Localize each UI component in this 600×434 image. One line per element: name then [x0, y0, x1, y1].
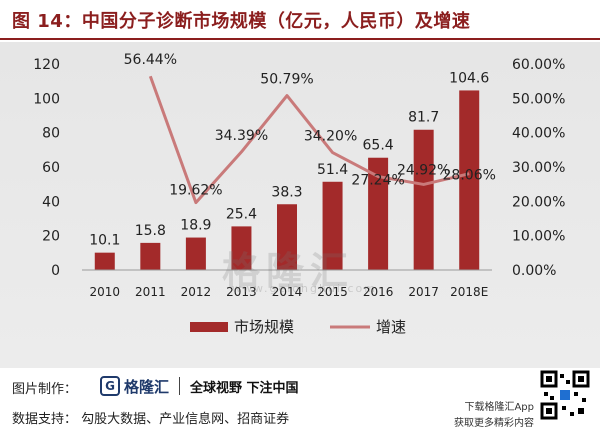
x-tick-label: 2016 — [363, 285, 394, 299]
header: 图 14：中国分子诊断市场规模（亿元，人民币）及增速 — [0, 0, 600, 40]
line-data-label: 34.20% — [304, 129, 357, 145]
growth-rate-line — [148, 75, 470, 205]
y-right-tick-label: 50.00% — [512, 91, 565, 107]
y-right-tick-label: 10.00% — [512, 229, 565, 245]
brand-divider — [179, 377, 181, 395]
app-download-text[interactable]: 下载格隆汇App — [464, 402, 534, 413]
y-left-tick-label: 120 — [33, 57, 60, 73]
bar-data-label: 15.8 — [135, 223, 166, 239]
chart-title: 图 14：中国分子诊断市场规模（亿元，人民币）及增速 — [12, 11, 471, 32]
y-left-tick-label: 0 — [51, 263, 60, 279]
bar-market-size — [413, 129, 434, 270]
legend-label-growth: 增速 — [376, 318, 406, 336]
brand-slogan: 全球视野 下注中国 — [190, 380, 299, 396]
watermark-url: www.gelonghui.com — [232, 282, 377, 295]
bar-market-size — [277, 204, 297, 270]
brand-logo-icon: G — [100, 376, 120, 396]
bar-data-label: 81.7 — [408, 110, 439, 126]
footer: 图片制作： G 格隆汇 全球视野 下注中国 数据支持： 勾股大数据、产业信息网、… — [0, 368, 600, 434]
bar-market-size — [94, 252, 115, 270]
bar-data-label: 25.4 — [226, 206, 257, 222]
x-tick-label: 2010 — [90, 285, 121, 299]
legend-swatch-market-size — [190, 322, 228, 332]
y-left-tick-label: 20 — [42, 229, 60, 245]
line-data-label: 50.79% — [260, 72, 313, 88]
header-divider — [0, 38, 600, 40]
y-right-tick-label: 20.00% — [512, 194, 565, 210]
bar-data-label: 38.3 — [271, 184, 302, 200]
bar-data-label: 104.6 — [449, 70, 489, 86]
data-source-text: 勾股大数据、产业信息网、招商证券 — [81, 412, 290, 427]
bar-market-size — [368, 157, 389, 270]
x-tick-label: 2014 — [272, 285, 303, 299]
x-tick-label: 2011 — [135, 285, 166, 299]
bar-data-label: 10.1 — [89, 233, 120, 249]
x-tick-label: 2013 — [226, 285, 257, 299]
y-right-tick-label: 60.00% — [512, 57, 565, 73]
x-tick-label: 2015 — [317, 285, 348, 299]
line-data-label: 24.92% — [397, 162, 450, 178]
image-credit-label: 图片制作： — [12, 382, 78, 397]
bar-market-size — [322, 181, 343, 270]
bar-data-label: 65.4 — [363, 138, 394, 154]
data-source-label: 数据支持： — [12, 412, 78, 427]
y-right-tick-label: 40.00% — [512, 126, 565, 142]
line-data-label: 56.44% — [124, 52, 177, 68]
market-size-chart: 0 20 40 60 80 100 120 0.00% 10.00% 20.00% 30.00% 40… — [33, 52, 565, 336]
brand[interactable]: G 格隆汇 全球视野 下注中国 — [100, 374, 299, 398]
watermark-text: 格隆汇 — [222, 249, 355, 293]
bar-market-size — [140, 242, 161, 270]
y-right-tick-label: 0.00% — [512, 263, 556, 279]
y-left-tick-label: 80 — [42, 126, 60, 142]
legend-label-market-size: 市场规模 — [234, 318, 294, 336]
x-tick-label: 2018E — [450, 285, 488, 299]
bar-data-label: 51.4 — [317, 162, 348, 178]
bar-market-size — [185, 237, 206, 270]
qr-code-icon[interactable] — [540, 370, 590, 420]
data-source-row: 数据支持： 勾股大数据、产业信息网、招商证券 — [12, 408, 289, 427]
line-data-label: 34.39% — [215, 128, 268, 144]
y-left-tick-label: 100 — [33, 91, 60, 107]
line-data-label: 28.06% — [443, 168, 496, 184]
image-credit-row: 图片制作： G 格隆汇 全球视野 下注中国 — [12, 376, 299, 397]
brand-name: 格隆汇 — [124, 377, 170, 396]
y-left-tick-label: 40 — [42, 194, 60, 210]
app-promo-text: 获取更多精彩内容 — [454, 418, 534, 429]
chart-panel: 0 20 40 60 80 100 120 0.00% 10.00% 20.00% 30.00% 40… — [0, 42, 600, 368]
x-tick-label: 2017 — [408, 285, 439, 299]
x-tick-label: 2012 — [181, 285, 212, 299]
line-data-label: 19.62% — [169, 183, 222, 199]
bar-market-size — [459, 90, 480, 270]
line-data-label: 27.24% — [351, 172, 404, 188]
y-left-tick-label: 60 — [42, 160, 60, 176]
bar-data-label: 18.9 — [180, 218, 211, 234]
y-right-tick-label: 30.00% — [512, 160, 565, 176]
bar-market-size — [231, 226, 252, 270]
